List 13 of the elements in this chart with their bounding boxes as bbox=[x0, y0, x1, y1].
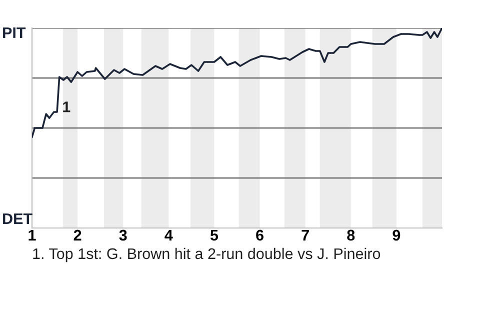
annotation: DET bbox=[3, 213, 32, 224]
text: 1. Top 1st: G. Brown hit a 2-run double vs J. Pineiro bbox=[33, 248, 380, 262]
x-tick-label: 5 bbox=[210, 230, 218, 241]
annotation: 1 bbox=[63, 102, 70, 112]
x-tick-label: 8 bbox=[347, 230, 355, 241]
x-tick-label: 4 bbox=[164, 230, 173, 240]
x-tick-label: 7 bbox=[302, 230, 309, 240]
x-tick-label: 2 bbox=[74, 230, 82, 240]
x-tick-label: 9 bbox=[392, 230, 400, 241]
x-tick-label: 6 bbox=[256, 230, 264, 241]
text: PIT bbox=[3, 27, 26, 38]
x-tick-label: 1 bbox=[28, 230, 36, 240]
x-tick-label: 3 bbox=[119, 230, 127, 241]
